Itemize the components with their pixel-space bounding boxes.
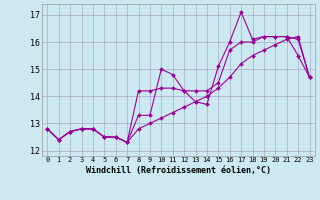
X-axis label: Windchill (Refroidissement éolien,°C): Windchill (Refroidissement éolien,°C) <box>86 166 271 175</box>
